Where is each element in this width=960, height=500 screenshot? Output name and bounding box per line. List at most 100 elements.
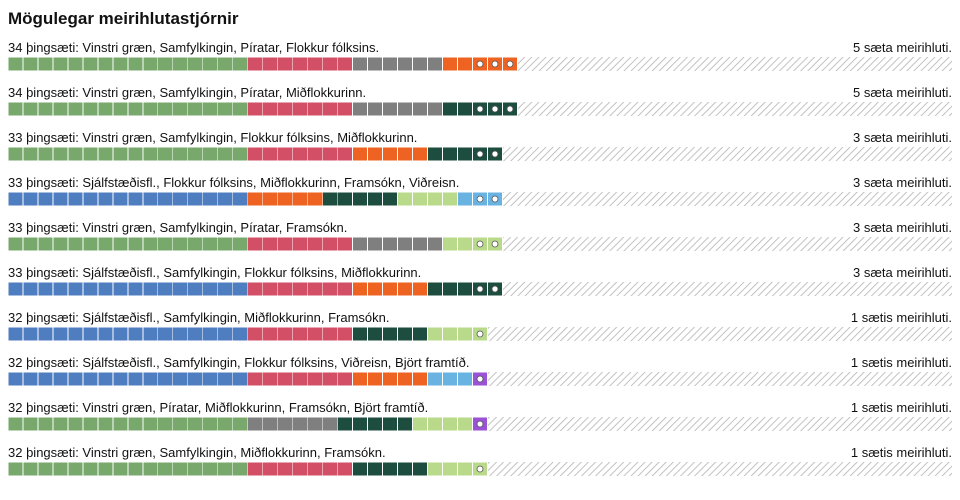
seat-s bbox=[337, 462, 354, 476]
seat-p bbox=[427, 57, 443, 71]
seat-p bbox=[367, 237, 384, 251]
seat-bar bbox=[8, 417, 952, 431]
seat-s bbox=[277, 327, 294, 341]
seat-f bbox=[412, 147, 428, 161]
seat-bar bbox=[8, 192, 952, 206]
seat-m bbox=[382, 417, 398, 431]
coalition-label: 32 þingsæti: Vinstri græn, Samfylkingin,… bbox=[8, 445, 386, 460]
seat-b bbox=[442, 327, 458, 341]
seat-d bbox=[142, 282, 159, 296]
seat-p bbox=[352, 237, 369, 251]
seat-p bbox=[382, 57, 398, 71]
seat-vg bbox=[8, 417, 24, 431]
seat-vg bbox=[127, 147, 144, 161]
seat-vg bbox=[217, 57, 234, 71]
seat-vg bbox=[127, 237, 144, 251]
seat-vg bbox=[187, 237, 204, 251]
surplus-seat-marker bbox=[506, 60, 514, 68]
empty-seats-hatch bbox=[502, 192, 952, 206]
seat-d bbox=[67, 372, 84, 386]
seat-vg bbox=[187, 102, 204, 116]
seat-d bbox=[97, 192, 114, 206]
seat-vg bbox=[142, 462, 159, 476]
seat-f bbox=[457, 57, 473, 71]
seat-d bbox=[52, 192, 69, 206]
seat-vg bbox=[142, 417, 159, 431]
seat-f bbox=[397, 372, 413, 386]
seat-vg bbox=[142, 102, 159, 116]
seat-c bbox=[427, 372, 443, 386]
seat-b bbox=[427, 417, 443, 431]
seat-s bbox=[322, 372, 339, 386]
seat-vg bbox=[8, 147, 24, 161]
seat-b bbox=[442, 417, 458, 431]
seat-m bbox=[412, 462, 428, 476]
seat-s bbox=[262, 327, 279, 341]
coalition-row: 34 þingsæti: Vinstri græn, Samfylkingin,… bbox=[8, 85, 952, 130]
seat-s bbox=[322, 327, 339, 341]
seat-vg bbox=[67, 102, 84, 116]
surplus-seat-marker bbox=[476, 105, 484, 113]
seat-m bbox=[427, 147, 443, 161]
surplus-seat-marker bbox=[491, 195, 499, 203]
seat-s bbox=[262, 57, 279, 71]
seat-d bbox=[232, 327, 249, 341]
seat-vg bbox=[127, 462, 144, 476]
seat-s bbox=[337, 327, 354, 341]
surplus-seat-marker bbox=[506, 105, 514, 113]
seat-vg bbox=[8, 102, 24, 116]
seat-s bbox=[247, 102, 264, 116]
seat-f bbox=[397, 282, 413, 296]
seat-b bbox=[397, 192, 413, 206]
seat-vg bbox=[97, 147, 114, 161]
seat-d bbox=[112, 327, 129, 341]
seat-m bbox=[367, 327, 384, 341]
empty-seats-hatch bbox=[517, 102, 952, 116]
coalition-label: 33 þingsæti: Vinstri græn, Samfylkingin,… bbox=[8, 220, 348, 235]
seat-s bbox=[337, 282, 354, 296]
empty-seats-hatch bbox=[517, 57, 952, 71]
seat-vg bbox=[22, 147, 39, 161]
coalition-label: 32 þingsæti: Sjálfstæðisfl., Samfylkingi… bbox=[8, 310, 390, 325]
seat-vg bbox=[82, 102, 99, 116]
seat-p bbox=[412, 57, 428, 71]
seat-m bbox=[382, 192, 398, 206]
seat-f bbox=[397, 147, 413, 161]
empty-seats-hatch bbox=[502, 147, 952, 161]
seat-d bbox=[8, 192, 24, 206]
seat-d bbox=[217, 282, 234, 296]
empty-seats-hatch bbox=[487, 462, 952, 476]
seat-f bbox=[412, 282, 428, 296]
seat-vg bbox=[22, 417, 39, 431]
seat-f bbox=[367, 147, 384, 161]
seat-vg bbox=[187, 462, 204, 476]
seat-vg bbox=[112, 147, 129, 161]
seat-vg bbox=[112, 57, 129, 71]
seat-p bbox=[427, 102, 443, 116]
seat-s bbox=[337, 372, 354, 386]
seat-d bbox=[67, 282, 84, 296]
seat-vg bbox=[157, 102, 174, 116]
seat-s bbox=[277, 462, 294, 476]
seat-vg bbox=[217, 147, 234, 161]
seat-vg bbox=[67, 57, 84, 71]
seat-d bbox=[232, 192, 249, 206]
seat-p bbox=[382, 102, 398, 116]
seat-bar bbox=[8, 462, 952, 476]
majority-label: 1 sætis meirihluti. bbox=[850, 310, 952, 325]
coalition-row: 33 þingsæti: Vinstri græn, Samfylkingin,… bbox=[8, 220, 952, 265]
surplus-seat-marker bbox=[476, 375, 484, 383]
seat-vg bbox=[37, 462, 54, 476]
seat-m bbox=[457, 282, 473, 296]
seat-s bbox=[292, 237, 309, 251]
seat-b bbox=[442, 462, 458, 476]
seat-vg bbox=[202, 417, 219, 431]
seat-s bbox=[262, 237, 279, 251]
seat-d bbox=[202, 327, 219, 341]
seat-m bbox=[337, 417, 354, 431]
seat-s bbox=[322, 462, 339, 476]
seat-m bbox=[397, 462, 413, 476]
seat-f bbox=[277, 192, 294, 206]
coalition-row: 33 þingsæti: Vinstri græn, Samfylkingin,… bbox=[8, 130, 952, 175]
seat-f bbox=[352, 372, 369, 386]
